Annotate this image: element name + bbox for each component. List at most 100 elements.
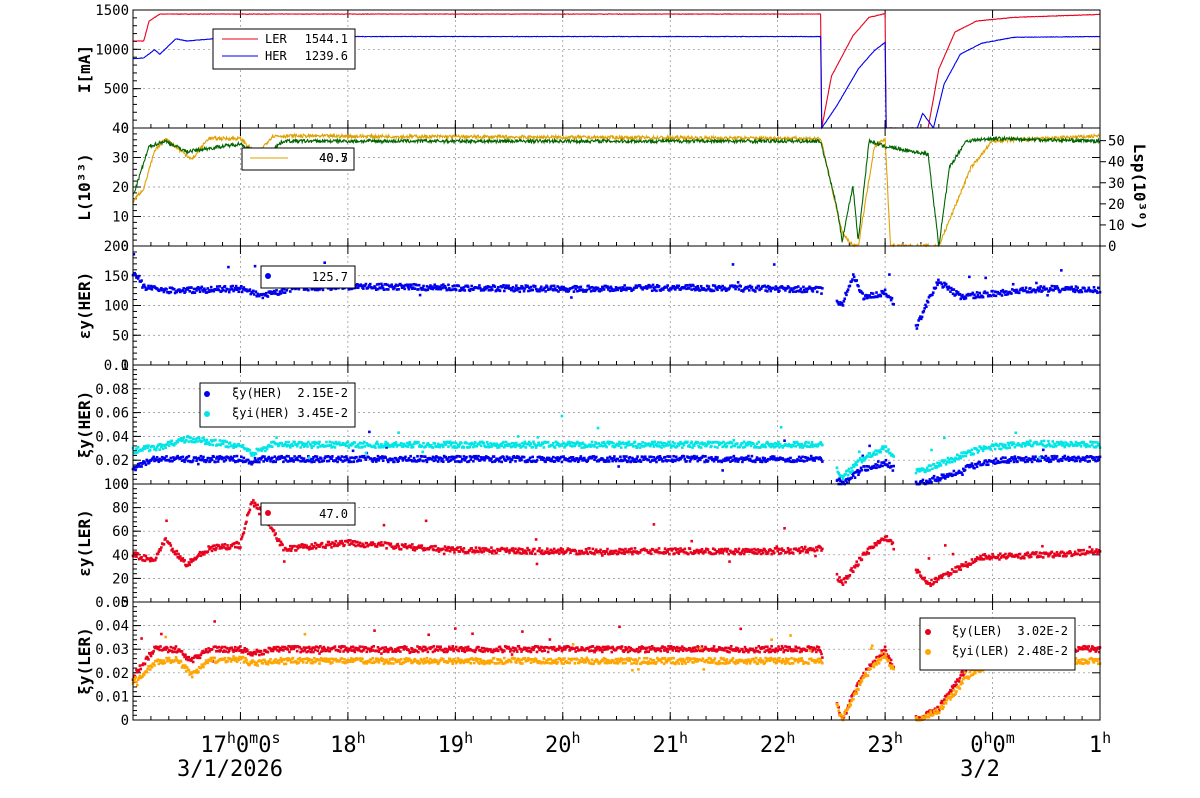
data-point (879, 464, 883, 467)
data-point (779, 551, 783, 555)
data-point (839, 301, 842, 304)
data-point (623, 284, 626, 287)
data-point (740, 456, 743, 459)
data-point (770, 552, 773, 556)
data-point (363, 545, 367, 549)
data-point (209, 290, 212, 293)
data-point (953, 459, 957, 463)
data-point (568, 442, 571, 446)
data-point (449, 548, 453, 551)
data-point (330, 457, 333, 460)
data-point (1058, 554, 1061, 558)
data-point (195, 437, 198, 440)
data-point (198, 458, 202, 462)
data-point (710, 456, 713, 459)
data-point (277, 455, 281, 459)
data-point (169, 290, 173, 294)
data-point (441, 460, 445, 464)
data-point (972, 452, 975, 456)
data-point (1087, 550, 1091, 554)
data-point (1004, 456, 1007, 460)
data-point (784, 458, 788, 462)
data-point (727, 552, 730, 556)
data-point (677, 552, 681, 555)
data-point (919, 575, 923, 578)
data-point (689, 458, 693, 461)
data-point (569, 551, 572, 555)
data-point (952, 458, 956, 461)
data-point (443, 545, 447, 548)
data-point (878, 449, 882, 452)
data-point (450, 288, 454, 292)
data-point (656, 441, 660, 444)
data-point (815, 443, 818, 447)
data-point (531, 549, 534, 553)
data-point (139, 461, 143, 465)
data-point (886, 450, 889, 453)
data-point (200, 551, 204, 554)
data-point (589, 289, 593, 293)
data-point (207, 290, 210, 294)
data-point (603, 460, 607, 463)
data-point (302, 457, 306, 460)
data-point (1006, 555, 1010, 558)
data-point (553, 551, 557, 554)
data-point (665, 459, 669, 463)
data-point (1076, 552, 1079, 556)
data-point (741, 290, 745, 293)
data-point (600, 551, 603, 555)
data-point (788, 459, 792, 463)
data-point (571, 285, 575, 289)
data-point (1031, 443, 1035, 447)
data-point (837, 579, 840, 583)
data-point (327, 540, 331, 544)
data-point (428, 285, 431, 289)
data-point (134, 551, 137, 554)
data-point (536, 455, 540, 459)
data-point (460, 286, 463, 290)
data-point (224, 458, 228, 462)
data-point (974, 557, 977, 561)
data-point (643, 286, 647, 290)
data-point (673, 552, 676, 555)
data-point (1042, 439, 1046, 443)
data-point (154, 448, 158, 452)
data-point (559, 444, 563, 447)
data-point (1024, 455, 1028, 459)
data-point (649, 460, 652, 464)
data-point (216, 460, 220, 463)
data-point (372, 286, 375, 290)
data-point (164, 537, 167, 540)
data-point (650, 289, 654, 293)
data-point (653, 288, 657, 292)
data-point (718, 551, 722, 555)
data-point (458, 443, 461, 446)
data-point (763, 457, 767, 460)
data-point (974, 559, 978, 562)
data-point (668, 289, 671, 292)
data-point (1090, 455, 1093, 458)
data-point (1030, 460, 1034, 464)
data-point (412, 546, 416, 549)
data-point (1042, 285, 1046, 289)
data-point (634, 460, 638, 463)
data-point (868, 452, 871, 455)
data-point (382, 523, 386, 527)
data-point (395, 445, 399, 448)
data-point (230, 544, 234, 548)
data-point (295, 545, 299, 548)
data-point (716, 456, 719, 459)
data-point (1053, 552, 1056, 556)
data-point (448, 440, 452, 444)
data-point (810, 457, 814, 461)
data-point (982, 557, 986, 561)
data-point (577, 444, 581, 448)
legend-box (199, 382, 356, 428)
data-point (273, 455, 277, 458)
data-point (315, 441, 319, 444)
data-point (182, 287, 186, 290)
data-point (419, 286, 423, 290)
data-point (611, 459, 614, 463)
data-point (713, 284, 717, 288)
data-point (269, 444, 272, 448)
